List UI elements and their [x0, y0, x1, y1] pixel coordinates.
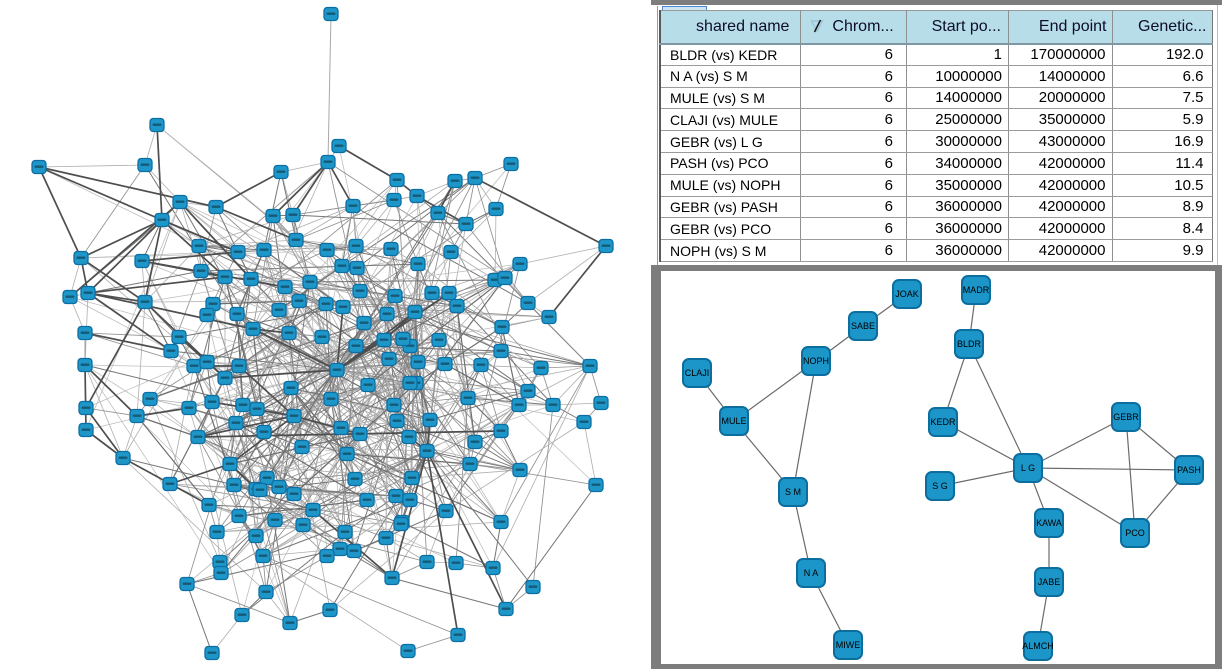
svg-text:L G: L G — [1021, 463, 1035, 473]
svg-text:PCO: PCO — [1125, 528, 1145, 538]
svg-text:NOPH: NOPH — [803, 356, 829, 366]
svg-text:S M: S M — [785, 487, 801, 497]
svg-text:MADR: MADR — [963, 285, 990, 295]
svg-text:MULE: MULE — [721, 416, 746, 426]
svg-text:KAWA: KAWA — [1036, 518, 1062, 528]
svg-text:CLAJI: CLAJI — [685, 368, 710, 378]
svg-text:ALMCH: ALMCH — [1022, 641, 1054, 651]
svg-text:JABE: JABE — [1038, 577, 1061, 587]
svg-text:PASH: PASH — [1177, 465, 1201, 475]
svg-text:MIWE: MIWE — [836, 640, 861, 650]
svg-text:GEBR: GEBR — [1113, 412, 1139, 422]
svg-text:KEDR: KEDR — [930, 417, 956, 427]
svg-text:BLDR: BLDR — [957, 339, 982, 349]
svg-text:SABE: SABE — [851, 321, 875, 331]
svg-text:JOAK: JOAK — [895, 289, 919, 299]
svg-text:N A: N A — [804, 568, 819, 578]
svg-text:S G: S G — [932, 481, 948, 491]
